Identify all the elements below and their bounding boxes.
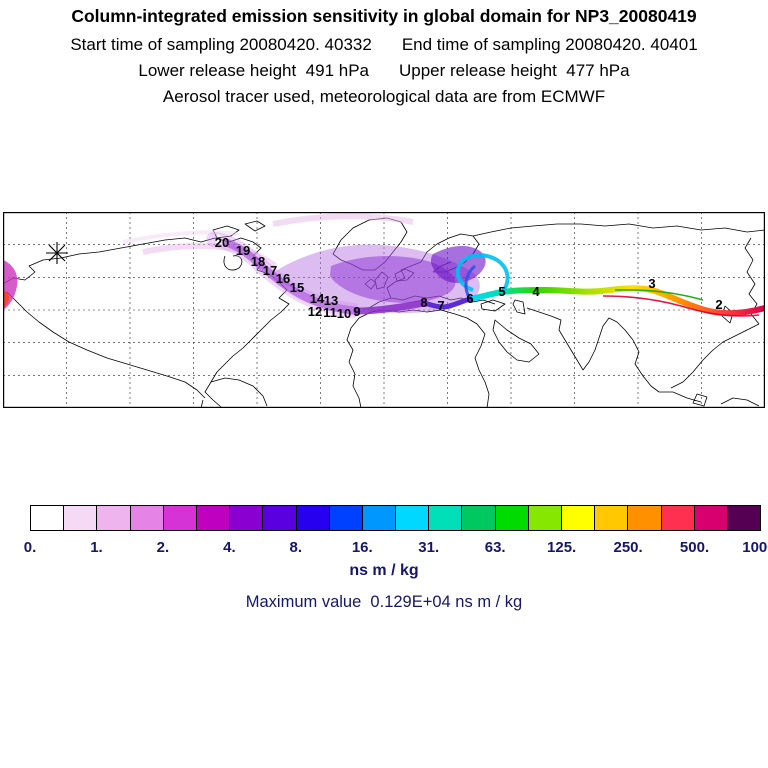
tracer-note: Aerosol tracer used, meteorological data…	[162, 87, 606, 106]
colorbar-tick-label: 1000.	[742, 539, 768, 556]
colorbar-cell	[429, 506, 463, 530]
start-time-label: Start time of sampling 20080420. 40332	[70, 35, 372, 54]
colorbar-cell	[97, 506, 131, 530]
lower-release-label: Lower release height 491 hPa	[138, 61, 369, 80]
colorbar-cell	[628, 506, 662, 530]
colorbar-tick-label: 0.	[23, 539, 37, 556]
trajectory-point-label: 8	[420, 295, 427, 310]
colorbar-tick-label: 31.	[418, 539, 440, 556]
colorbar-cell	[64, 506, 98, 530]
trajectory-point-label: 10	[337, 306, 351, 321]
max-value-label: Maximum value 0.129E+04 ns m / kg	[245, 593, 523, 611]
colorbar-tick-label: 125.	[547, 539, 577, 556]
colorbar-cell	[528, 506, 562, 530]
colorbar-cell	[595, 506, 629, 530]
trajectory-point-label: 13	[324, 293, 338, 308]
colorbar-cell	[562, 506, 596, 530]
colorbar-tick-label: 500.	[679, 539, 710, 556]
colorbar-tick-label: 4.	[223, 539, 236, 556]
trajectory-point-label: 5	[498, 284, 505, 299]
colorbar-tick-label: 16.	[351, 539, 373, 556]
colorbar-cell	[230, 506, 264, 530]
trajectory-point-label: 12	[308, 304, 322, 319]
colorbar-tick-label: 2.	[156, 539, 170, 556]
trajectory-point-label: 11	[323, 305, 337, 320]
colorbar-cell	[462, 506, 496, 530]
receptor-star-icon	[46, 242, 68, 264]
trajectory-point-label: 4	[532, 284, 540, 299]
page-title: Column-integrated emission sensitivity i…	[71, 6, 697, 26]
upper-release-label: Upper release height 477 hPa	[399, 61, 630, 80]
colorbar-cell	[196, 506, 231, 530]
trajectory-point-label: 17	[263, 263, 277, 278]
trajectory-point-label: 6	[466, 291, 473, 306]
colorbar-cell	[296, 506, 330, 530]
trajectory-point-label: 16	[276, 271, 290, 286]
trajectory-point-label: 18	[251, 254, 265, 269]
release-heights-row: Lower release height 491 hPa Upper relea…	[0, 61, 768, 81]
trajectory-point-label: 2	[715, 297, 722, 312]
colorbar-cell	[694, 506, 728, 530]
trajectory-point-label: 3	[648, 276, 655, 291]
sampling-times-row: Start time of sampling 20080420. 40332 E…	[0, 35, 768, 55]
trajectory-ribbon	[353, 253, 765, 317]
colorbar-cell	[661, 506, 695, 530]
receptor-star-ray	[48, 244, 66, 262]
end-time-label: End time of sampling 20080420. 40401	[401, 35, 698, 54]
trajectory-point-label: 20	[215, 235, 229, 250]
trajectory-point-label: 9	[353, 304, 360, 319]
colorbar-cell	[362, 506, 397, 530]
colorbar-tick-label: 1.	[90, 539, 103, 556]
colorbar-cell	[727, 506, 761, 530]
colorbar-cell	[130, 506, 164, 530]
colorbar-tick-label: 250.	[613, 539, 643, 556]
units-label: ns m / kg	[349, 562, 419, 579]
trajectory-point-label: 15	[290, 280, 304, 295]
emission-sensitivity-plume	[3, 213, 486, 319]
colorbar-ticks: 0. 1. 2. 4. 8. 16. 31. 63. 125. 250. 500. 1000.	[24, 539, 768, 557]
trajectory-point-label: 19	[236, 243, 250, 258]
colorbar	[30, 505, 761, 531]
colorbar-tick-label: 8.	[289, 539, 303, 556]
colorbar-cell	[495, 506, 529, 530]
colorbar-tick-label: 63.	[484, 539, 506, 556]
colorbar-cell	[31, 506, 65, 530]
colorbar-cell	[263, 506, 297, 530]
colorbar-cell	[396, 506, 430, 530]
colorbar-cell	[329, 506, 363, 530]
colorbar-cell	[163, 506, 197, 530]
trajectory-point-label: 7	[437, 298, 444, 313]
trajectory-point-label: 14	[310, 291, 325, 306]
map-frame	[3, 212, 765, 408]
